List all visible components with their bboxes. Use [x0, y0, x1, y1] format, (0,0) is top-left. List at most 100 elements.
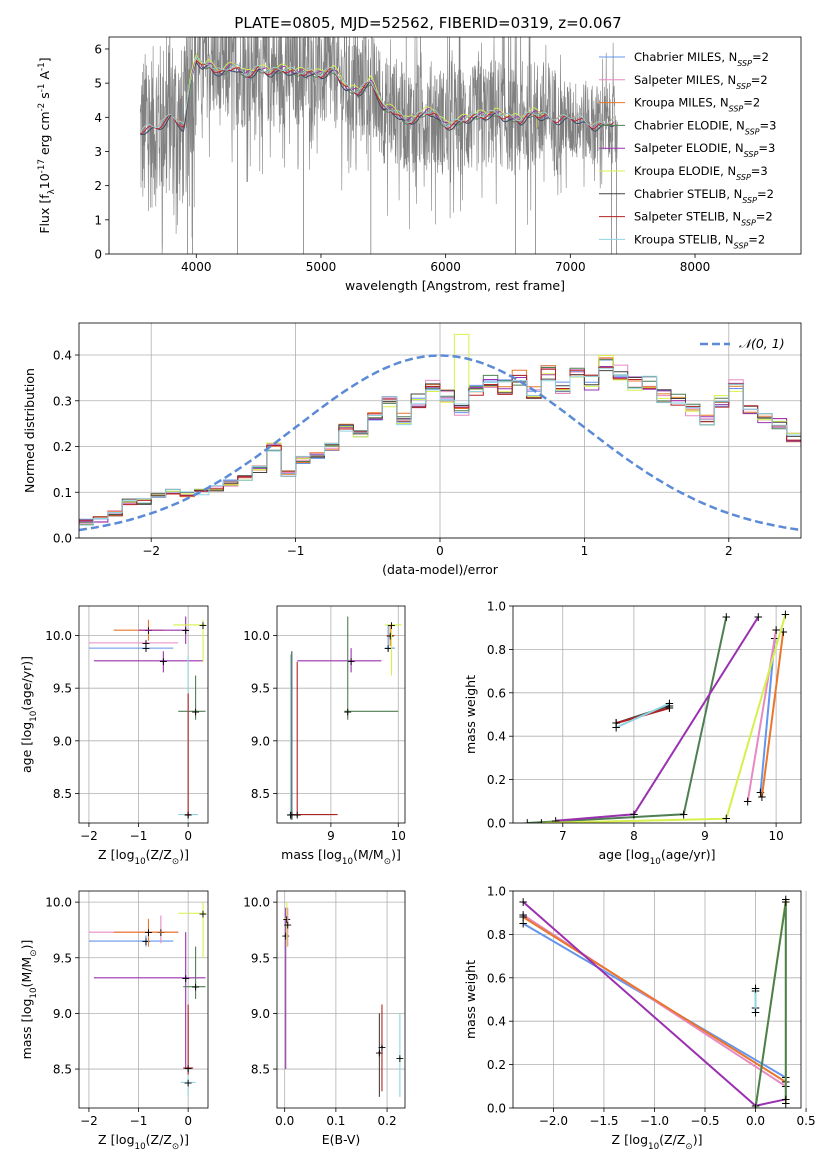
plot-area: ++++++++ [286, 616, 402, 822]
weight-line-6 [541, 614, 787, 823]
data-point-marker: + [395, 1052, 404, 1065]
data-point-marker: + [384, 642, 393, 655]
y-tick-label: 0 [94, 248, 102, 262]
weight-point-marker: + [781, 893, 791, 907]
x-axis-label: wavelength [Angstrom, rest frame] [345, 278, 565, 293]
weight-point-marker: + [664, 701, 674, 715]
legend-label: Chabrier MILES, NSSP=2 [634, 50, 769, 68]
panel-weight-vs-age: ++++++++++ +++ ++++++++7 8 9 10 0.0 0.2 0.4 0.6 0.… [463, 600, 802, 867]
x-tick-label: 0 [184, 829, 192, 843]
y-tick-label: 10.0 [243, 896, 270, 910]
y-tick-label: 8.5 [53, 787, 72, 801]
data-point-marker: + [346, 655, 355, 668]
x-tick-label: 0.2 [378, 1114, 397, 1128]
x-axis-label: Z [log10(Z/Z⊙)] [98, 1132, 189, 1152]
y-tick-label: 9.0 [53, 734, 72, 748]
axes-frame [512, 605, 802, 824]
y-axis-label: mass weight [463, 960, 478, 1039]
axes-frame [276, 605, 406, 824]
x-tick-label: 6000 [430, 260, 461, 274]
histogram-step-8 [79, 367, 801, 525]
data-point-marker: + [377, 1041, 386, 1054]
weight-point-marker: + [753, 610, 763, 624]
weight-line-3 [522, 916, 787, 1083]
y-tick-label: 3 [94, 145, 102, 159]
data-point-marker: + [293, 809, 302, 822]
data-point-marker: + [198, 907, 207, 920]
y-tick-label: 0.0 [487, 1102, 506, 1116]
weight-line-4 [527, 616, 728, 823]
weight-point-marker: + [522, 816, 532, 830]
data-point-marker: + [159, 655, 168, 668]
x-axis-label: age [log10(age/yr)] [598, 847, 715, 867]
x-tick-label: 0.0 [275, 1114, 294, 1128]
weight-point-marker: + [750, 1101, 760, 1115]
x-tick-label: 7 [559, 829, 567, 843]
weight-point-marker: + [757, 790, 767, 804]
y-tick-label: 0.2 [487, 773, 506, 787]
data-spectrum-line [139, 37, 618, 254]
y-tick-label: 0.0 [487, 817, 506, 831]
legend-label: Salpeter STELIB, NSSP=2 [634, 210, 773, 228]
legend-label: Kroupa ELODIE, NSSP=3 [634, 164, 768, 182]
y-tick-label: 10.0 [45, 896, 72, 910]
y-tick-label: 1 [94, 213, 102, 227]
legend-label: Chabrier STELIB, NSSP=2 [634, 187, 774, 205]
plot-area: ++++++++ +++++++++++ [518, 893, 791, 1115]
weight-point-marker: + [721, 610, 731, 624]
data-point-marker: + [184, 1076, 193, 1089]
y-tick-label: 10.0 [243, 629, 270, 643]
y-axis-label: age [log10(age/yr)] [19, 656, 39, 773]
x-tick-label: −2.0 [539, 1114, 568, 1128]
x-tick-label: 5000 [306, 260, 337, 274]
panel-mass-vs-Z: ++++++++ −2 −1 0 8.5 9.0 9.5 10.0 Z [log10(Z/Z⊙)… [19, 890, 209, 1152]
x-axis-label: (data-model)/error [382, 562, 499, 577]
x-tick-label: 8 [630, 829, 638, 843]
axes-frame [108, 36, 802, 255]
legend-label: Salpeter MILES, NSSP=2 [634, 73, 768, 91]
weight-point-marker: + [611, 721, 621, 735]
histogram-step-1 [79, 359, 801, 525]
x-axis-label: Z [log10(Z/Z⊙)] [98, 847, 189, 867]
x-tick-label: 0 [436, 544, 444, 558]
weight-point-marker: + [518, 917, 528, 931]
x-tick-label: −1.0 [640, 1114, 669, 1128]
normal-curve [79, 354, 801, 532]
chart-title: PLATE=0805, MJD=52562, FIBERID=0319, z=0… [234, 14, 621, 32]
weight-point-marker: + [743, 794, 753, 808]
weight-line-9 [615, 702, 670, 729]
y-tick-label: 0.4 [53, 349, 72, 363]
y-tick-label: 6 [94, 42, 102, 56]
data-point-marker: + [184, 809, 193, 822]
plot-area: +++++++++ [88, 616, 208, 822]
x-axis-label: E(B-V) [322, 1132, 361, 1147]
data-point-marker: + [144, 926, 153, 939]
x-tick-label: 10 [768, 829, 783, 843]
axes-frame [78, 605, 209, 824]
y-tick-label: 9.5 [53, 682, 72, 696]
x-tick-label: 0.0 [746, 1114, 765, 1128]
panel-age-vs-mass: ++++++++ 9 10 8.5 9.0 9.5 10.0 mass [log10(M/M⊙… [243, 605, 406, 867]
data-point-marker: + [283, 918, 292, 931]
x-tick-label: 1 [581, 544, 589, 558]
x-tick-label: −1.5 [589, 1114, 618, 1128]
axes-frame [78, 322, 802, 539]
x-tick-label: 2 [725, 544, 733, 558]
x-tick-label: 0.1 [326, 1114, 345, 1128]
data-point-marker: + [184, 1062, 193, 1075]
y-tick-label: 2 [94, 179, 102, 193]
legend-label: Salpeter ELODIE, NSSP=3 [634, 141, 775, 159]
data-point-marker: + [191, 705, 200, 718]
x-tick-label: −1 [287, 544, 305, 558]
weight-point-marker: + [629, 807, 639, 821]
y-tick-label: 0.1 [53, 486, 72, 500]
x-tick-label: −2 [142, 544, 160, 558]
x-tick-label: −2 [80, 1114, 98, 1128]
plot-area: ++++++++ [88, 902, 208, 1097]
y-tick-label: 0.2 [53, 440, 72, 454]
x-tick-label: 4000 [181, 260, 212, 274]
y-tick-label: 10.0 [45, 629, 72, 643]
x-tick-label: −2 [80, 829, 98, 843]
weight-point-marker: + [679, 807, 689, 821]
weight-line-2 [746, 629, 778, 802]
